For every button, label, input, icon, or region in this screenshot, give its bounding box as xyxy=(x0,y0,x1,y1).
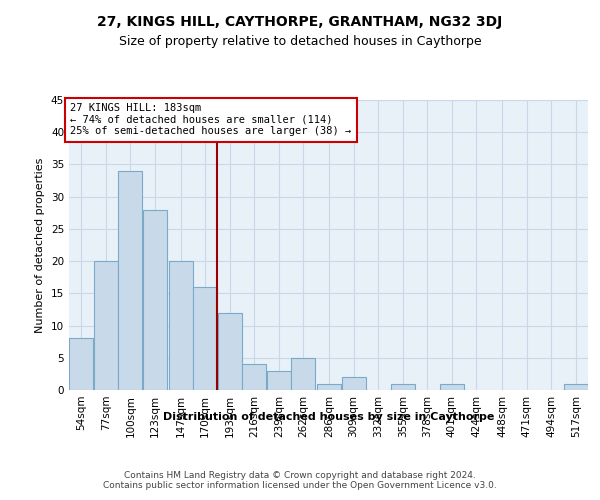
Bar xyxy=(292,358,316,390)
Bar xyxy=(391,384,415,390)
Bar xyxy=(94,261,118,390)
Text: Distribution of detached houses by size in Caythorpe: Distribution of detached houses by size … xyxy=(163,412,494,422)
Bar xyxy=(169,261,193,390)
Bar xyxy=(440,384,464,390)
Bar xyxy=(118,171,142,390)
Bar xyxy=(341,377,365,390)
Bar xyxy=(564,384,587,390)
Bar xyxy=(317,384,341,390)
Text: 27, KINGS HILL, CAYTHORPE, GRANTHAM, NG32 3DJ: 27, KINGS HILL, CAYTHORPE, GRANTHAM, NG3… xyxy=(97,15,503,29)
Text: Size of property relative to detached houses in Caythorpe: Size of property relative to detached ho… xyxy=(119,35,481,48)
Bar xyxy=(143,210,167,390)
Bar xyxy=(218,312,242,390)
Bar xyxy=(70,338,93,390)
Y-axis label: Number of detached properties: Number of detached properties xyxy=(35,158,46,332)
Text: 27 KINGS HILL: 183sqm
← 74% of detached houses are smaller (114)
25% of semi-det: 27 KINGS HILL: 183sqm ← 74% of detached … xyxy=(70,103,352,136)
Text: Contains HM Land Registry data © Crown copyright and database right 2024.
Contai: Contains HM Land Registry data © Crown c… xyxy=(103,470,497,490)
Bar xyxy=(193,287,217,390)
Bar xyxy=(267,370,291,390)
Bar xyxy=(242,364,266,390)
